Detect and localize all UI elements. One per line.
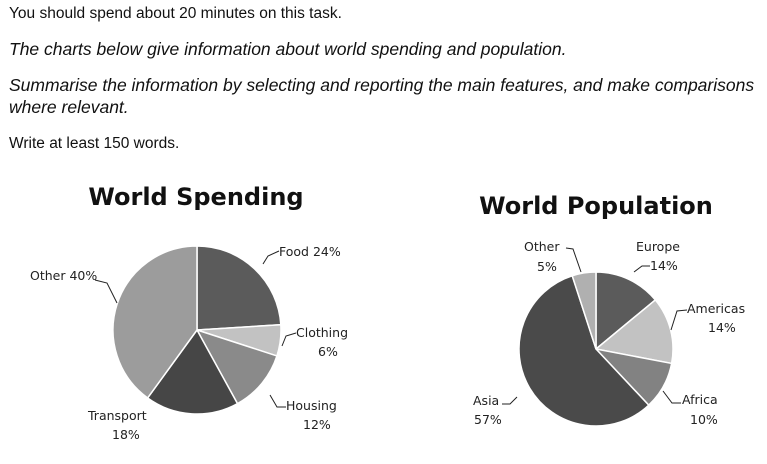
spending-slice-food [196,245,282,331]
task-description: The charts below give information about … [9,39,567,59]
leader-other [94,279,118,304]
leader-housing [269,394,286,408]
label-housing-value: 12% [303,417,331,432]
label-americas-value: 14% [708,320,736,335]
time-instruction: You should spend about 20 minutes on thi… [9,5,342,22]
label-europe-name: Europe [636,239,680,254]
leader-europe [633,265,650,273]
leader-asia [502,396,518,405]
label-africa-value: 10% [690,412,718,427]
label-transport-name: Transport [87,408,147,423]
leader-clothing [281,332,297,347]
word-count-instruction: Write at least 150 words. [9,135,180,152]
label-other-spending: Other 40% [30,268,97,283]
population-slice-asia [518,274,650,427]
population-slice-europe [595,271,657,351]
population-slice-other [571,271,597,350]
spending-slice-other [112,245,198,400]
spending-pie [112,245,282,415]
spending-chart: World Spending Food 24% Clothing 6% Hous… [30,183,348,442]
spending-slice-transport [146,328,239,415]
label-europe-value: 14% [650,258,678,273]
leader-food [262,250,280,265]
label-americas-name: Americas [687,301,745,316]
label-transport-value: 18% [112,427,140,442]
label-clothing-name: Clothing [296,325,348,340]
task-instruction: Summarise the information by selecting a… [9,75,755,117]
leader-other-population [565,247,582,273]
label-other-population-value: 5% [537,259,557,274]
label-other-population-name: Other [524,239,560,254]
spending-slice-housing [195,328,278,405]
label-asia-name: Asia [473,393,499,408]
label-clothing-value: 6% [318,344,338,359]
leader-americas [670,309,688,331]
label-food: Food 24% [279,244,341,259]
spending-chart-title: World Spending [88,183,303,211]
label-asia-value: 57% [474,412,502,427]
label-africa-name: Africa [682,392,718,407]
population-pie [518,271,674,427]
population-chart: World Population Europe 14% Americas 14%… [473,192,745,427]
population-chart-title: World Population [479,192,713,220]
label-housing-name: Housing [286,398,337,413]
leader-africa [662,390,681,404]
